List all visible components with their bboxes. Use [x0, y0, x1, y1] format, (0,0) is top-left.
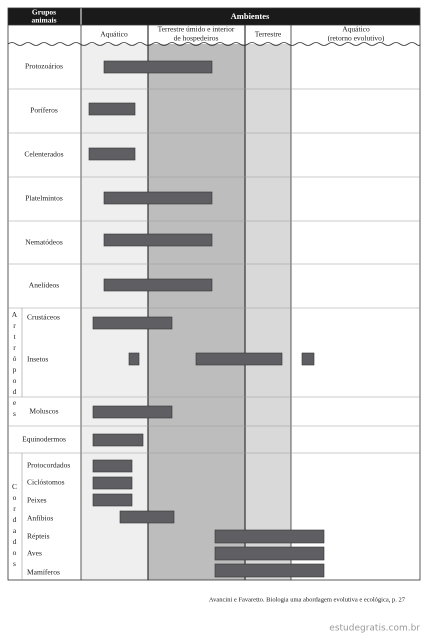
bg-terrestrial: [245, 44, 291, 580]
group-label: Protozoários: [25, 62, 63, 71]
range-bar: [92, 476, 133, 490]
range-bar: [103, 191, 213, 205]
range-bar: [214, 546, 325, 561]
column-header: (retorno evolutivo): [328, 34, 385, 43]
group-label: Equinodermos: [22, 435, 66, 444]
caption: Avancini e Favaretto. Biologia uma abord…: [209, 596, 406, 603]
column-header: Aquático: [342, 25, 370, 34]
subgroup-label: Ciclóstomos: [27, 478, 65, 487]
vertical-group-label: Artrópodes: [10, 310, 19, 420]
group-label: Celenterados: [24, 150, 63, 159]
subgroup-label: Anfíbios: [27, 514, 53, 523]
range-bar: [92, 459, 133, 473]
column-header: de hospedeiros: [174, 34, 219, 43]
env-header: Ambientes: [231, 11, 270, 21]
group-header: Grupos: [32, 8, 56, 17]
range-bar: [301, 352, 315, 366]
range-bar: [103, 278, 213, 292]
group-label: Nematódeos: [25, 238, 63, 247]
range-bar: [92, 433, 144, 447]
subgroup-label: Répteis: [27, 532, 50, 541]
range-bar: [103, 60, 213, 74]
watermark: estudegratis.com.br: [329, 624, 420, 634]
bg-aquatic: [81, 44, 148, 580]
range-bar: [128, 352, 140, 366]
subgroup-label: Peixes: [27, 496, 47, 505]
range-bar: [88, 102, 136, 116]
group-label: Moluscos: [29, 407, 58, 416]
column-header: Aquático: [100, 30, 128, 39]
grid: [7, 7, 421, 581]
header-bar: [8, 8, 420, 25]
vertical-group-label: Cordados: [10, 482, 19, 570]
subgroup-label: Mamíferos: [27, 568, 60, 577]
group-label: Anelídeos: [29, 281, 59, 290]
bg-humid: [148, 44, 245, 580]
subgroup-label: Protocordados: [27, 461, 70, 470]
subgroup-label: Insetos: [27, 355, 48, 364]
column-header: Terrestre úmido e interior: [158, 25, 235, 34]
range-bar: [119, 510, 175, 524]
group-label: Platelmintos: [25, 194, 63, 203]
subgroup-label: Crustáceos: [27, 313, 60, 322]
range-bar: [103, 233, 213, 247]
range-bars: [88, 60, 325, 578]
range-bar: [195, 352, 283, 366]
subgroup-label: Aves: [27, 549, 42, 558]
row-lines: [8, 88, 420, 580]
range-bar: [214, 529, 325, 544]
range-bar: [88, 147, 136, 161]
range-bar: [92, 493, 133, 507]
group-header: animais: [31, 16, 56, 25]
group-label: Poríferos: [30, 106, 58, 115]
column-header: Terrestre: [255, 30, 282, 39]
range-bar: [92, 316, 173, 330]
range-bar: [92, 405, 173, 419]
range-bar: [214, 563, 325, 578]
